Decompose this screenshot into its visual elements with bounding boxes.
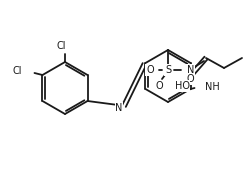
Text: N: N bbox=[115, 103, 123, 113]
Text: Cl: Cl bbox=[13, 66, 22, 76]
Text: S: S bbox=[165, 65, 171, 75]
Text: O: O bbox=[146, 65, 154, 75]
Text: O: O bbox=[186, 74, 194, 84]
Text: O: O bbox=[155, 81, 163, 91]
Text: HO: HO bbox=[175, 81, 189, 91]
Text: N: N bbox=[187, 65, 194, 75]
Text: NH: NH bbox=[204, 82, 219, 92]
Text: Cl: Cl bbox=[56, 41, 66, 51]
